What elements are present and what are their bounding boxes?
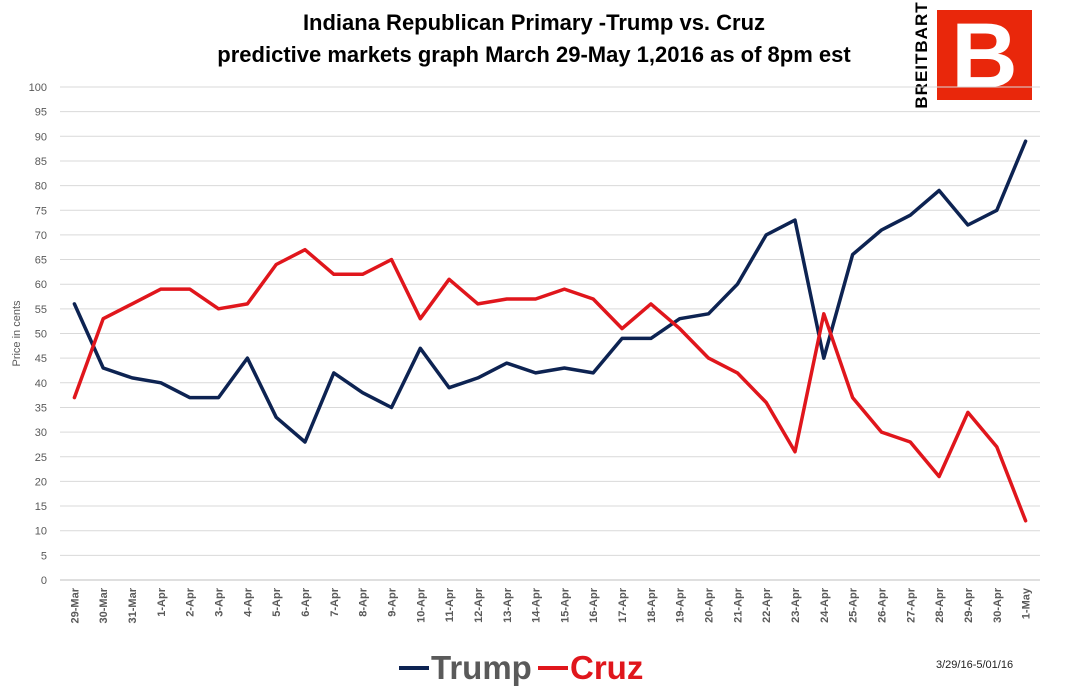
x-tick-label: 21-Apr — [732, 587, 744, 623]
chart-subtitle: predictive markets graph March 29-May 1,… — [217, 42, 851, 67]
x-tick-label: 31-Mar — [127, 587, 139, 623]
x-tick-label: 12-Apr — [473, 587, 485, 623]
x-tick-label: 14-Apr — [531, 587, 543, 623]
x-tick-label: 30-Mar — [98, 587, 110, 623]
y-tick-label: 90 — [35, 131, 47, 143]
series-line-cruz — [72, 247, 1028, 523]
y-tick-label: 80 — [35, 181, 47, 193]
legend-swatch-trump — [399, 666, 429, 670]
x-tick-label: 13-Apr — [502, 587, 514, 623]
y-tick-label: 70 — [35, 230, 47, 242]
x-tick-label: 1-May — [1021, 587, 1033, 619]
x-tick-label: 27-Apr — [905, 587, 917, 623]
y-tick-label: 25 — [35, 452, 47, 464]
x-tick-label: 2-Apr — [185, 587, 197, 616]
y-tick-label: 15 — [35, 501, 47, 513]
y-tick-label: 40 — [35, 378, 47, 390]
y-tick-label: 85 — [35, 156, 47, 168]
x-tick-label: 26-Apr — [876, 587, 888, 623]
y-tick-label: 30 — [35, 427, 47, 439]
x-tick-label: 9-Apr — [386, 587, 398, 616]
x-tick-label: 1-Apr — [156, 587, 168, 616]
x-tick-label: 18-Apr — [646, 587, 658, 623]
x-tick-label: 29-Mar — [69, 587, 81, 623]
x-tick-label: 4-Apr — [242, 587, 254, 616]
chart-title: Indiana Republican Primary -Trump vs. Cr… — [302, 10, 766, 35]
y-tick-label: 35 — [35, 402, 47, 414]
x-tick-label: 29-Apr — [963, 587, 975, 623]
y-tick-label: 65 — [35, 255, 47, 267]
x-tick-label: 25-Apr — [848, 587, 860, 623]
y-tick-label: 55 — [35, 304, 47, 316]
legend-item-trump: Trump — [399, 648, 532, 688]
y-tick-label: 50 — [35, 329, 47, 341]
x-tick-label: 11-Apr — [444, 587, 456, 622]
y-tick-label: 60 — [35, 279, 47, 291]
x-tick-label: 8-Apr — [358, 587, 370, 616]
x-tick-label: 30-Apr — [992, 587, 1004, 623]
x-tick-label: 19-Apr — [675, 587, 687, 623]
x-tick-label: 3-Apr — [214, 587, 226, 616]
legend-item-cruz: Cruz — [538, 648, 643, 688]
y-tick-label: 75 — [35, 205, 47, 217]
series-line-trump — [72, 139, 1028, 444]
legend-swatch-cruz — [538, 666, 568, 670]
y-axis-label: Price in cents — [11, 300, 23, 367]
y-tick-label: 20 — [35, 476, 47, 488]
y-tick-label: 10 — [35, 526, 47, 538]
x-tick-label: 23-Apr — [790, 587, 802, 623]
x-tick-label: 24-Apr — [819, 587, 831, 623]
x-tick-label: 10-Apr — [415, 587, 427, 623]
y-tick-label: 0 — [41, 575, 47, 587]
y-tick-label: 45 — [35, 353, 47, 365]
x-tick-label: 22-Apr — [761, 587, 773, 623]
x-tick-label: 15-Apr — [559, 587, 571, 623]
x-tick-label: 6-Apr — [300, 587, 312, 616]
legend-label-trump: Trump — [431, 649, 532, 686]
x-tick-label: 28-Apr — [934, 587, 946, 623]
x-tick-label: 5-Apr — [271, 587, 283, 616]
x-tick-label: 7-Apr — [329, 587, 341, 616]
date-range-note: 3/29/16-5/01/16 — [936, 659, 1014, 671]
y-tick-label: 100 — [29, 82, 47, 94]
x-tick-label: 20-Apr — [704, 587, 716, 623]
x-tick-label: 17-Apr — [617, 587, 629, 623]
x-tick-label: 16-Apr — [588, 587, 600, 623]
y-tick-label: 95 — [35, 107, 47, 119]
legend-label-cruz: Cruz — [570, 649, 644, 686]
y-tick-label: 5 — [41, 550, 47, 562]
